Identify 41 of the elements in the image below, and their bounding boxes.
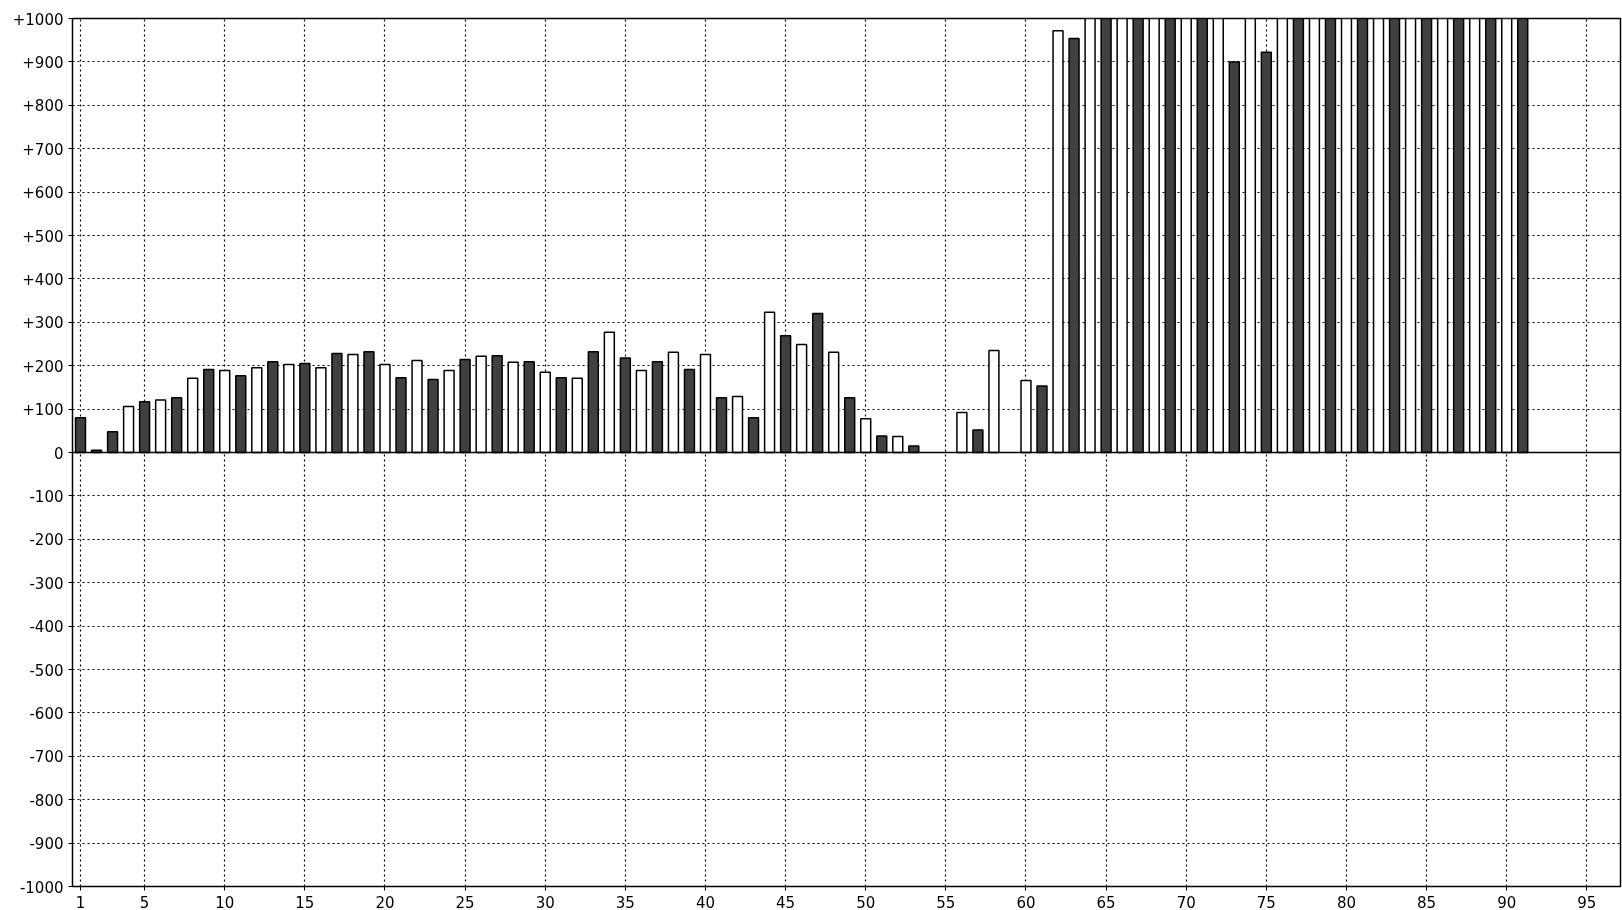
y-tick-label: -700 bbox=[29, 748, 64, 767]
x-tick-label: 60 bbox=[1016, 893, 1036, 910]
x-tick-label: 25 bbox=[455, 893, 475, 910]
y-tick-label: -1000 bbox=[19, 878, 64, 897]
x-tick-label: 80 bbox=[1336, 893, 1357, 910]
x-tick-label: 10 bbox=[215, 893, 235, 910]
x-tick-label: 30 bbox=[535, 893, 555, 910]
x-tick-label: 35 bbox=[615, 893, 635, 910]
y-tick-label: +900 bbox=[22, 53, 64, 72]
y-tick-label: 0 bbox=[53, 444, 64, 463]
x-tick-label: 90 bbox=[1497, 893, 1517, 910]
y-tick-label: -800 bbox=[29, 791, 64, 810]
y-tick-label: -400 bbox=[29, 618, 64, 637]
y-tick-label: -200 bbox=[29, 531, 64, 550]
y-tick-label: -100 bbox=[29, 487, 64, 506]
y-tick-label: +100 bbox=[22, 401, 64, 420]
x-tick-label: 50 bbox=[856, 893, 876, 910]
y-tick-label: +300 bbox=[22, 314, 64, 333]
x-tick-label: 40 bbox=[695, 893, 716, 910]
x-tick-label: 55 bbox=[936, 893, 956, 910]
y-tick-label: +600 bbox=[22, 184, 64, 203]
y-tick-label: +700 bbox=[22, 140, 64, 159]
x-tick-label: 75 bbox=[1256, 893, 1276, 910]
x-tick-label: 70 bbox=[1176, 893, 1196, 910]
y-tick-label: -500 bbox=[29, 661, 64, 680]
x-tick-label: 65 bbox=[1096, 893, 1116, 910]
x-tick-label: 15 bbox=[295, 893, 315, 910]
y-tick-label: -600 bbox=[29, 704, 64, 723]
y-tick-label: +400 bbox=[22, 270, 64, 289]
x-tick-label: 45 bbox=[776, 893, 796, 910]
y-tick-label: +200 bbox=[22, 357, 64, 376]
y-tick-label: +800 bbox=[22, 97, 64, 116]
y-tick-label: -900 bbox=[29, 835, 64, 854]
x-tick-label: 5 bbox=[139, 893, 150, 910]
x-tick-label: 85 bbox=[1417, 893, 1437, 910]
x-tick-label: 1 bbox=[75, 893, 86, 910]
x-tick-label: 20 bbox=[375, 893, 395, 910]
y-tick-label: +1000 bbox=[12, 10, 64, 29]
y-tick-label: +500 bbox=[22, 227, 64, 246]
x-tick-label: 95 bbox=[1577, 893, 1597, 910]
y-tick-label: -300 bbox=[29, 574, 64, 593]
